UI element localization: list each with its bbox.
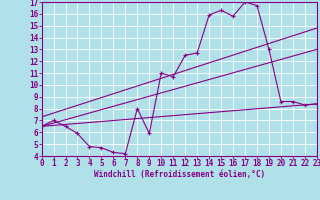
X-axis label: Windchill (Refroidissement éolien,°C): Windchill (Refroidissement éolien,°C) [94,170,265,179]
